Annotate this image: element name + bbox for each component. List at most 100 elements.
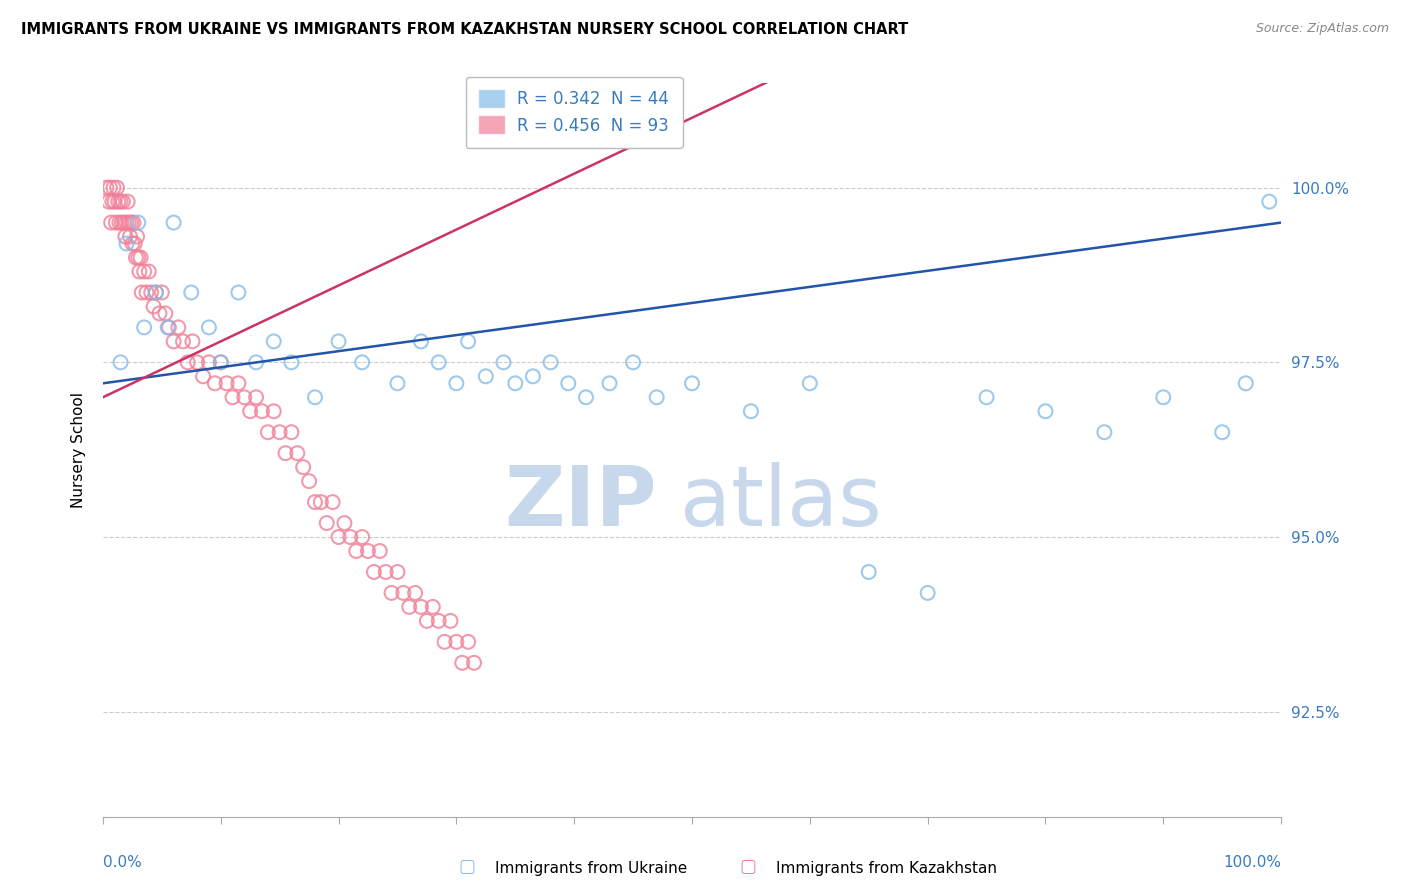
Point xyxy=(245,390,267,404)
Point xyxy=(333,516,356,530)
Point xyxy=(416,614,439,628)
Point xyxy=(118,229,141,244)
Point xyxy=(125,229,148,244)
Point xyxy=(145,285,167,300)
Point xyxy=(103,180,125,194)
Point xyxy=(645,390,668,404)
Point xyxy=(209,355,232,369)
Point xyxy=(422,599,444,614)
Point xyxy=(228,285,250,300)
Text: ZIP: ZIP xyxy=(505,461,657,542)
Point xyxy=(142,300,165,314)
Point xyxy=(976,390,998,404)
Point xyxy=(1035,404,1057,418)
Point xyxy=(96,180,118,194)
Point xyxy=(1092,425,1115,440)
Point xyxy=(292,460,315,475)
Point xyxy=(115,236,138,251)
Point xyxy=(101,194,124,209)
Point xyxy=(392,586,415,600)
Point xyxy=(917,586,939,600)
Point xyxy=(352,355,374,369)
Point xyxy=(285,446,308,460)
Point xyxy=(352,530,374,544)
Text: Immigrants from Ukraine: Immigrants from Ukraine xyxy=(495,861,688,876)
Point xyxy=(451,656,474,670)
Point xyxy=(156,320,179,334)
Point xyxy=(114,229,136,244)
Point xyxy=(387,565,409,579)
Point xyxy=(681,376,703,391)
Point xyxy=(257,425,280,440)
Point xyxy=(134,264,156,278)
Text: 100.0%: 100.0% xyxy=(1223,855,1281,870)
Point xyxy=(339,530,361,544)
Point xyxy=(503,376,526,391)
Text: Immigrants from Kazakhstan: Immigrants from Kazakhstan xyxy=(776,861,997,876)
Point xyxy=(1211,425,1233,440)
Point xyxy=(150,285,173,300)
Point xyxy=(858,565,880,579)
Point xyxy=(127,216,149,230)
Point xyxy=(148,306,170,320)
Point xyxy=(104,216,127,230)
Point xyxy=(363,565,385,579)
Point xyxy=(228,376,250,391)
Text: Source: ZipAtlas.com: Source: ZipAtlas.com xyxy=(1256,22,1389,36)
Point xyxy=(357,544,380,558)
Text: atlas: atlas xyxy=(681,461,882,542)
Point xyxy=(221,390,243,404)
Point xyxy=(112,216,135,230)
Point xyxy=(127,251,149,265)
Point xyxy=(463,656,485,670)
Point xyxy=(380,586,402,600)
Point xyxy=(128,264,150,278)
Point xyxy=(269,425,291,440)
Point xyxy=(215,376,238,391)
Point xyxy=(1234,376,1257,391)
Point xyxy=(233,390,256,404)
Point xyxy=(298,474,321,488)
Point xyxy=(492,355,515,369)
Point xyxy=(105,180,128,194)
Point xyxy=(172,334,194,349)
Point xyxy=(162,216,184,230)
Point xyxy=(475,369,498,384)
Point xyxy=(368,544,391,558)
Point xyxy=(427,355,450,369)
Point xyxy=(100,216,122,230)
Point xyxy=(110,194,132,209)
Point xyxy=(575,390,598,404)
Point xyxy=(239,404,262,418)
Point xyxy=(104,194,127,209)
Legend: R = 0.342  N = 44, R = 0.456  N = 93: R = 0.342 N = 44, R = 0.456 N = 93 xyxy=(465,77,683,148)
Point xyxy=(522,369,544,384)
Point xyxy=(111,216,134,230)
Point xyxy=(115,216,138,230)
Point xyxy=(1258,194,1281,209)
Point xyxy=(177,355,200,369)
Point xyxy=(204,376,226,391)
Point xyxy=(118,216,141,230)
Point xyxy=(328,334,350,349)
Point xyxy=(322,495,344,509)
Point xyxy=(328,530,350,544)
Point xyxy=(740,404,762,418)
Point xyxy=(409,599,432,614)
Point xyxy=(433,635,456,649)
Point xyxy=(621,355,644,369)
Text: 0.0%: 0.0% xyxy=(103,855,142,870)
Text: ▢: ▢ xyxy=(458,858,475,876)
Point xyxy=(457,334,479,349)
Point xyxy=(181,334,204,349)
Point xyxy=(186,355,208,369)
Point xyxy=(108,216,131,230)
Point xyxy=(439,614,461,628)
Point xyxy=(107,194,129,209)
Point xyxy=(374,565,396,579)
Point xyxy=(135,285,157,300)
Point xyxy=(263,404,285,418)
Point xyxy=(315,516,337,530)
Text: IMMIGRANTS FROM UKRAINE VS IMMIGRANTS FROM KAZAKHSTAN NURSERY SCHOOL CORRELATION: IMMIGRANTS FROM UKRAINE VS IMMIGRANTS FR… xyxy=(21,22,908,37)
Point xyxy=(110,355,132,369)
